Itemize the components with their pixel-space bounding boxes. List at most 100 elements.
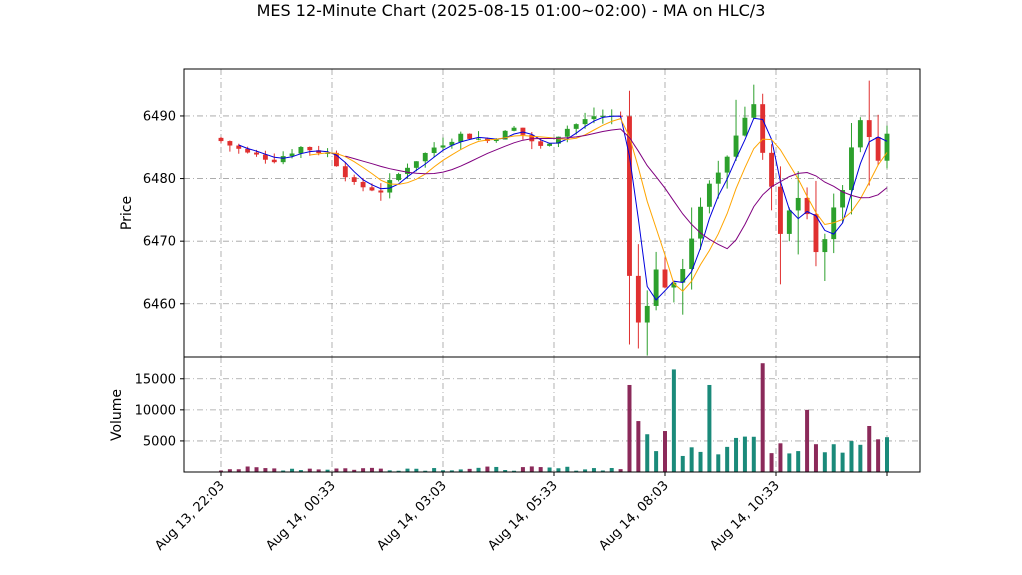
volume-bar <box>742 436 747 472</box>
volume-bar <box>876 439 881 472</box>
volume-bar <box>822 452 827 472</box>
candle-body <box>538 141 544 146</box>
volume-bar <box>618 469 623 472</box>
candle-body <box>262 154 268 160</box>
candle-body <box>742 117 748 136</box>
candle-body <box>600 115 606 117</box>
candle-body <box>724 156 730 173</box>
candle-body <box>706 183 712 207</box>
candle-body <box>316 150 322 154</box>
volume-bar <box>396 470 401 472</box>
volume-bar <box>769 453 774 472</box>
volume-bar <box>405 468 410 472</box>
candle-body <box>236 145 242 149</box>
candle-body <box>476 138 481 140</box>
price-tick-label: 6480 <box>143 172 176 187</box>
ma-slow-line <box>345 128 888 250</box>
volume-bar <box>441 470 445 472</box>
candle-body <box>786 210 792 234</box>
candle-body <box>280 156 286 163</box>
volume-bar <box>520 467 525 472</box>
volume-bar <box>290 468 295 472</box>
candle-body <box>529 134 535 142</box>
volume-bar <box>503 470 508 472</box>
volume-bars <box>219 363 889 472</box>
x-tick-label: Aug 13, 22:03 <box>152 478 228 554</box>
candle-body <box>857 120 863 148</box>
candle-body <box>680 269 686 283</box>
ma-fast-line <box>238 115 888 301</box>
volume-bar <box>583 469 588 472</box>
candle-body <box>254 152 259 155</box>
x-tick-label: Aug 14, 08:03 <box>596 478 672 554</box>
candle-body <box>405 167 410 175</box>
volume-bar <box>387 470 392 472</box>
price-tick-label: 6490 <box>143 109 176 124</box>
volume-bar <box>671 369 676 472</box>
candle-body <box>555 136 561 144</box>
price-grid <box>184 69 920 357</box>
volume-bar <box>600 470 605 472</box>
price-moving-averages <box>238 115 888 301</box>
candle-body <box>769 152 775 187</box>
volume-bar <box>423 470 428 472</box>
candle-body <box>458 133 464 142</box>
candle-body <box>573 124 579 129</box>
volume-panel: 5000 10000 15000 Volume <box>109 356 921 473</box>
volume-bar <box>591 468 596 472</box>
volume-bar <box>432 468 437 472</box>
volume-bar <box>281 470 286 472</box>
volume-bar <box>725 446 730 472</box>
x-tick-label: Aug 14, 00:33 <box>263 478 339 554</box>
volume-bar <box>760 363 765 472</box>
volume-axis-label: Volume <box>109 389 125 441</box>
volume-bar <box>263 468 268 472</box>
volume-plot-frame <box>183 356 921 473</box>
candle-body <box>591 116 597 120</box>
candle-body <box>333 152 339 167</box>
price-candles <box>218 80 890 356</box>
candle-body <box>635 275 641 323</box>
candle-body <box>644 305 650 323</box>
candle-body <box>760 104 766 153</box>
volume-bar <box>298 470 303 472</box>
volume-bar <box>805 409 810 472</box>
volume-bar <box>458 469 463 472</box>
price-tick-label: 6470 <box>143 235 176 250</box>
candle-body <box>627 116 632 276</box>
candle-body <box>289 153 295 157</box>
volume-bar <box>867 425 872 472</box>
volume-bar <box>219 470 223 472</box>
candle-body <box>653 269 659 306</box>
price-y-ticks: 6460 6470 6480 6490 <box>143 109 184 312</box>
candle-body <box>875 137 881 161</box>
x-ticks: Aug 13, 22:03 Aug 14, 00:33 Aug 14, 03:03 A… <box>152 472 888 554</box>
volume-bar <box>734 437 739 472</box>
candle-body <box>396 174 402 181</box>
candle-body <box>884 133 890 161</box>
volume-bar <box>831 444 836 472</box>
volume-bar <box>361 468 366 472</box>
candle-body <box>449 141 455 146</box>
volume-bar <box>627 384 632 472</box>
candle-body <box>307 146 313 151</box>
volume-bar <box>227 469 232 472</box>
volume-bar <box>529 466 534 472</box>
candle-body <box>467 133 473 139</box>
candle-body <box>378 190 384 193</box>
x-tick-label: Aug 14, 10:33 <box>707 478 783 554</box>
candle-body <box>351 177 357 182</box>
chart-title: MES 12-Minute Chart (2025-08-15 01:00~02… <box>257 1 766 20</box>
candle-body <box>369 187 375 191</box>
volume-bar <box>778 443 783 472</box>
candle-body <box>325 152 331 154</box>
volume-bar <box>796 451 801 472</box>
candle-body <box>511 127 517 131</box>
volume-bar <box>663 431 667 472</box>
candle-body <box>866 120 872 138</box>
volume-bar <box>485 466 490 472</box>
candle-body <box>849 147 854 191</box>
volume-grid <box>184 357 920 472</box>
volume-bar <box>467 468 472 472</box>
